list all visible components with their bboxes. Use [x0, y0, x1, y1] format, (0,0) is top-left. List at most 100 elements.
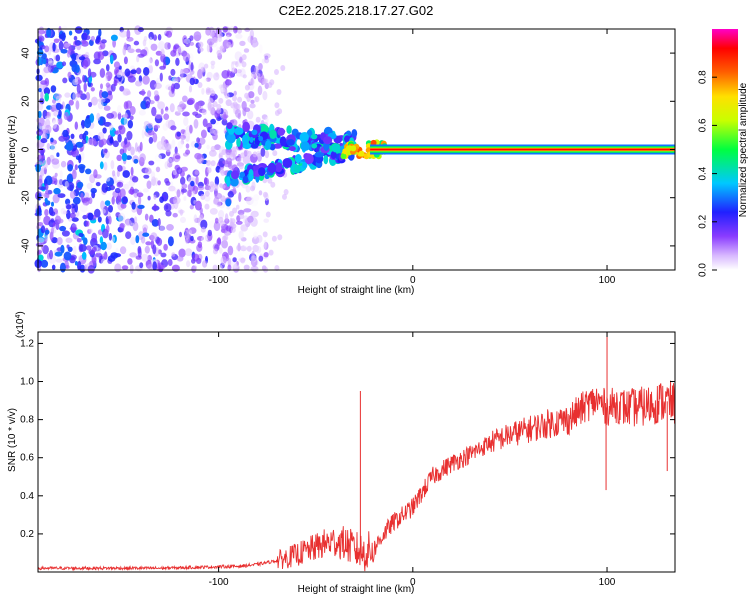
spectrogram-noise-cell [81, 198, 88, 203]
spectrogram-noise-cell [58, 123, 65, 133]
spectrogram-signal-cell [251, 129, 258, 136]
spectrogram-noise-cell [108, 215, 112, 225]
spectrogram-noise-cell [100, 200, 105, 210]
spectrogram-noise-cell [168, 75, 172, 81]
spectrogram-noise-cell [133, 40, 140, 46]
spectrogram-x-ticks: -100 0 100 [209, 29, 616, 286]
spectrogram-noise-cell [90, 87, 95, 92]
spectrogram-noise-cell [55, 54, 61, 62]
spectrogram-noise-cell [37, 154, 44, 162]
spectrogram-signal-cell [258, 136, 264, 142]
spectrogram-noise-cell [262, 231, 268, 238]
spectrogram-noise-cell [42, 57, 47, 65]
colorbar-tick-label: 0.0 [698, 263, 709, 277]
spectrogram-noise-cell [80, 192, 84, 200]
spectrogram-noise-cell [78, 56, 86, 61]
spectrogram-noise-cell [238, 163, 244, 170]
spectrogram-noise-cell [160, 53, 166, 63]
spectrogram-noise-cell [164, 110, 171, 115]
spectrogram-noise-cell [252, 151, 258, 158]
spectrogram-noise-cell [243, 215, 249, 225]
spectrogram-noise-cell [90, 35, 95, 42]
spectrogram-noise-cell [43, 87, 51, 96]
spectrogram-noise-cell [83, 192, 90, 199]
spectrogram-noise-cell [242, 74, 247, 79]
spectrogram-signal-cell [299, 132, 309, 143]
spectrogram-noise-cell [66, 173, 74, 184]
spectrogram-noise-cell [50, 143, 57, 151]
spectrogram-noise-cell [52, 99, 56, 104]
spectrogram-noise-cell [103, 105, 111, 111]
spectrogram-noise-cell [99, 236, 104, 244]
spectrogram-noise-cell [148, 160, 155, 166]
spectrogram-noise-cell [145, 241, 152, 246]
spectrogram-noise-cell [86, 245, 92, 251]
spectrogram-noise-cell [153, 194, 157, 200]
spectrogram-noise-cell [214, 217, 219, 224]
spectrogram-noise-cell [158, 40, 166, 51]
spectrogram-noise-cell [225, 79, 232, 86]
spectrogram-noise-cell [226, 157, 232, 165]
spectrogram-noise-cell [142, 39, 147, 47]
spectrogram-noise-cell [38, 37, 43, 42]
spectrogram-noise-cell [61, 31, 66, 42]
spectrogram-noise-cell [230, 218, 236, 225]
spectrogram-noise-cell [194, 113, 202, 119]
y-tick-label: 0 [21, 146, 32, 152]
spectrogram-noise-cell [185, 143, 190, 149]
spectrogram-noise-cell [212, 264, 218, 271]
spectrogram-noise-cell [160, 108, 164, 115]
spectrogram-noise-cell [274, 102, 280, 109]
spectrogram-noise-cell [139, 141, 143, 152]
spectrogram-noise-cell [271, 235, 277, 242]
spectrogram-noise-cell [40, 138, 48, 144]
spectrogram-noise-cell [37, 102, 44, 111]
spectrogram-noise-cell [200, 226, 206, 233]
spectrogram-noise-cell [169, 103, 175, 113]
spectrogram-noise-cell [77, 261, 82, 271]
spectrogram-noise-cell [97, 216, 102, 223]
spectrogram-noise-cell [205, 29, 211, 36]
spectrogram-noise-cell [188, 85, 193, 93]
spectrogram-noise-cell [119, 85, 125, 92]
spectrogram-noise-cell [100, 241, 107, 251]
spectrogram-noise-cell [40, 259, 49, 268]
spectrogram-noise-cell [106, 75, 112, 80]
spectrogram-noise-cell [247, 215, 254, 223]
spectrogram-noise-cell [175, 57, 180, 66]
spectrogram-noise-cell [154, 177, 159, 187]
spectrogram-noise-cell [154, 113, 163, 119]
spectrogram-noise-cell [262, 90, 268, 101]
spectrogram-noise-cell [198, 47, 204, 52]
spectrogram-noise-cell [44, 183, 49, 191]
spectrogram-noise-cell [138, 195, 142, 206]
spectrogram-noise-cell [154, 59, 159, 67]
spectrogram-noise-cell [216, 264, 223, 271]
spectrogram-noise-cell [191, 190, 196, 196]
spectrogram-noise-cell [119, 30, 128, 38]
colorbar-ticks: 0.0 0.2 0.4 0.6 0.8 [698, 70, 717, 277]
spectrogram-noise-cell [237, 112, 241, 120]
spectrogram-signal-cell [330, 151, 337, 159]
spectrogram-noise-cell [189, 124, 193, 134]
spectrogram-noise-cell [240, 224, 248, 232]
spectrogram-noise-cell [82, 133, 87, 141]
spectrogram-noise-cell [87, 68, 92, 78]
spectrogram-noise-cell [104, 148, 108, 153]
spectrogram-noise-cell [268, 249, 274, 256]
spectrogram-noise-cell [148, 136, 154, 144]
spectrogram-noise-cell [121, 152, 128, 162]
spectrogram-noise-cell [76, 124, 83, 132]
spectrogram-noise-cell [49, 145, 55, 150]
spectrogram-noise-cell [110, 160, 115, 170]
y-tick-label: -40 [21, 238, 32, 253]
spectrogram-noise-cell [154, 82, 162, 89]
spectrogram-noise-cell [139, 153, 146, 163]
spectrogram-noise-cell [251, 39, 257, 48]
spectrogram-noise-cell [128, 188, 135, 195]
spectrogram-noise-cell [170, 68, 176, 76]
spectrogram-noise-cell [239, 245, 248, 252]
spectrogram-noise-cell [75, 141, 84, 148]
spectrogram-noise-cell [182, 52, 191, 62]
spectrogram-noise-cell [59, 170, 63, 179]
